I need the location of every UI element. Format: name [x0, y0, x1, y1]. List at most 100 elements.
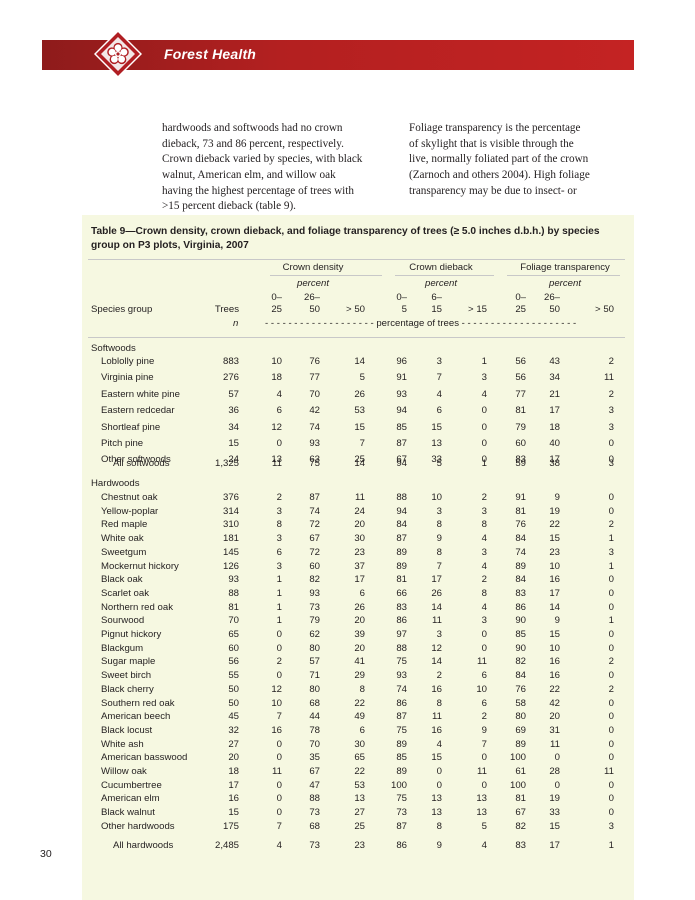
percent-value: 84 — [515, 533, 526, 545]
percent-value: 88 — [396, 492, 407, 503]
species-name: Southern red oak — [101, 697, 175, 709]
percent-value: 63 — [309, 454, 320, 466]
text-line: live, normally foliated part of the crow… — [409, 153, 589, 166]
column-subheader: 50 — [309, 304, 320, 315]
trees-count: 145 — [222, 546, 239, 558]
column-group-header: Foliage transparency — [520, 262, 610, 273]
percent-value: 14 — [354, 458, 365, 469]
column-subheader: 15 — [431, 304, 442, 315]
percent-value: 3 — [481, 546, 487, 558]
species-name: American basswood — [101, 752, 188, 764]
percent-value: 56 — [515, 372, 526, 384]
percent-value: 0 — [608, 454, 614, 466]
percent-value: 1 — [481, 356, 487, 367]
percent-value: 13 — [354, 793, 365, 805]
percent-value: 76 — [515, 683, 526, 695]
percent-value: 61 — [515, 766, 526, 777]
percent-value: 68 — [309, 820, 320, 832]
percent-value: 2 — [481, 574, 487, 586]
species-name: Black walnut — [101, 807, 155, 819]
percent-value: 8 — [276, 519, 282, 531]
trees-count: 314 — [222, 505, 239, 517]
percent-value: 27 — [354, 807, 365, 819]
percent-value: 0 — [608, 724, 614, 736]
trees-count: 883 — [222, 356, 239, 367]
percent-value: 0 — [481, 642, 487, 654]
percent-value: 0 — [608, 587, 614, 599]
percent-value: 67 — [396, 454, 407, 466]
trees-count: 45 — [228, 711, 239, 723]
percent-value: 1 — [608, 560, 614, 572]
percent-value: 4 — [276, 840, 282, 851]
species-name: Black locust — [101, 724, 153, 736]
percent-value: 15 — [431, 752, 442, 764]
percent-value: 85 — [396, 752, 407, 764]
percent-value: 97 — [396, 629, 407, 640]
percent-value: 13 — [431, 438, 442, 449]
percent-value: 29 — [354, 670, 365, 682]
species-name: Chestnut oak — [101, 492, 158, 503]
percent-value: 10 — [271, 356, 282, 367]
percent-value: 19 — [549, 505, 560, 517]
percent-value: 0 — [481, 421, 487, 433]
percent-value: 7 — [276, 820, 282, 832]
trees-count: 20 — [228, 752, 239, 764]
percent-value: 56 — [515, 356, 526, 367]
percent-value: 75 — [396, 656, 407, 668]
percent-value: 0 — [481, 779, 487, 791]
percent-value: 87 — [396, 533, 407, 545]
percent-value: 78 — [309, 724, 320, 736]
percent-value: 90 — [515, 615, 526, 627]
percent-value: 3 — [608, 405, 614, 417]
trees-count: 93 — [228, 574, 239, 586]
column-subheader: 0– — [271, 292, 282, 303]
percent-value: 79 — [309, 615, 320, 627]
percent-value: 10 — [549, 560, 560, 572]
percent-value: 0 — [276, 642, 282, 654]
species-name: Pitch pine — [101, 438, 144, 449]
percent-value: 87 — [309, 492, 320, 503]
percent-value: 0 — [608, 752, 614, 764]
percent-value: 5 — [481, 820, 487, 832]
percent-value: 2 — [436, 670, 442, 682]
percent-value: 2 — [608, 683, 614, 695]
percent-value: 1 — [608, 615, 614, 627]
percent-value: 1 — [276, 574, 282, 586]
percent-value: 0 — [608, 629, 614, 640]
percent-value: 18 — [549, 421, 560, 433]
percent-value: 8 — [436, 820, 442, 832]
percent-value: 85 — [396, 421, 407, 433]
percent-value: 5 — [359, 372, 365, 384]
percent-value: 15 — [549, 533, 560, 545]
percent-value: 9 — [481, 724, 487, 736]
text-line: transparency may be due to insect- or — [409, 184, 577, 197]
percent-value: 7 — [436, 560, 442, 572]
percent-value: 86 — [515, 601, 526, 613]
trees-count: 56 — [228, 656, 239, 668]
percent-value: 2 — [481, 492, 487, 503]
percent-value: 84 — [396, 519, 407, 531]
table-panel — [82, 215, 634, 900]
species-name: White ash — [101, 738, 144, 750]
percent-value: 0 — [481, 454, 487, 466]
total-row-label: All softwoods — [113, 458, 170, 469]
column-subheader: 50 — [549, 304, 560, 315]
total-row-label: All hardwoods — [113, 840, 174, 851]
percent-value: 16 — [431, 724, 442, 736]
percent-value: 73 — [396, 807, 407, 819]
column-subheader: 0– — [396, 292, 407, 303]
species-name: Eastern white pine — [101, 388, 180, 400]
percent-value: 2 — [608, 388, 614, 400]
percent-value: 40 — [549, 438, 560, 449]
percent-value: 74 — [515, 546, 526, 558]
percent-value: 2 — [608, 356, 614, 367]
percent-value: 91 — [396, 372, 407, 384]
percent-value: 17 — [549, 587, 560, 599]
percent-value: 5 — [436, 458, 442, 469]
percent-value: 76 — [309, 356, 320, 367]
species-name: American beech — [101, 711, 171, 723]
percent-value: 71 — [309, 670, 320, 682]
percent-value: 2 — [276, 656, 282, 668]
percent-value: 25 — [354, 820, 365, 832]
percent-value: 93 — [396, 388, 407, 400]
